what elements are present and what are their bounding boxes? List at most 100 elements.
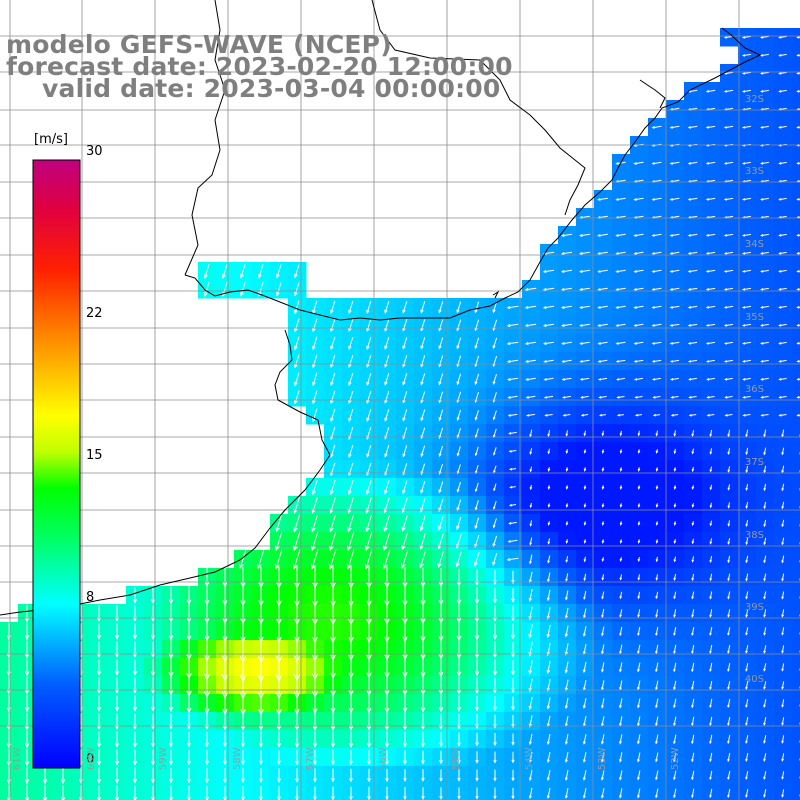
wind-arrow	[96, 623, 102, 640]
wind-arrow	[705, 161, 716, 165]
wind-arrow	[474, 319, 480, 332]
wind-arrow	[745, 734, 749, 745]
wind-arrow	[619, 644, 623, 655]
wind-speed-cell	[792, 82, 800, 101]
wind-arrow	[763, 627, 767, 636]
wind-arrow	[438, 337, 444, 350]
wind-arrow	[760, 269, 769, 273]
wind-arrow	[402, 445, 408, 458]
wind-arrow	[96, 767, 102, 784]
wind-arrow	[781, 519, 785, 528]
wind-arrow	[687, 359, 698, 363]
wind-arrow	[781, 681, 785, 690]
wind-arrow	[560, 269, 573, 273]
wind-arrow	[223, 731, 227, 748]
wind-arrow	[709, 555, 713, 564]
latitude-label: 38S	[744, 530, 764, 541]
wind-arrow	[619, 680, 623, 691]
wind-arrow	[492, 301, 498, 314]
wind-arrow	[760, 341, 769, 345]
wind-arrow	[637, 609, 641, 618]
wind-arrow	[778, 71, 787, 75]
longitude-label: 53W	[597, 747, 608, 770]
wind-arrow	[669, 233, 680, 237]
wind-arrow	[670, 377, 679, 381]
wind-arrow	[760, 233, 769, 237]
wind-arrow	[651, 251, 662, 255]
wind-arrow	[687, 341, 698, 345]
wind-arrow	[510, 659, 516, 676]
wind-arrow	[24, 694, 30, 713]
wind-arrow	[760, 413, 769, 417]
latitude-label: 32S	[744, 94, 764, 105]
wind-arrow	[619, 539, 623, 544]
wind-arrow	[367, 786, 371, 800]
wind-arrow	[312, 372, 318, 387]
wind-arrow	[741, 233, 751, 237]
wind-arrow	[421, 769, 425, 783]
wind-arrow	[276, 264, 282, 279]
wind-arrow	[239, 264, 246, 279]
wind-arrow	[615, 269, 626, 273]
wind-arrow	[637, 503, 641, 508]
wind-arrow	[637, 716, 641, 727]
wind-arrow	[561, 395, 571, 399]
wind-arrow	[114, 767, 120, 784]
wind-arrow	[727, 502, 731, 509]
wind-speed-cell	[792, 766, 800, 785]
wind-arrow	[240, 731, 246, 748]
wind-arrow	[561, 341, 572, 345]
wind-arrow	[511, 696, 515, 711]
wind-arrow	[438, 391, 444, 404]
wind-speed-cell	[792, 28, 800, 47]
wind-arrow	[132, 749, 138, 766]
wind-arrow	[705, 233, 716, 237]
wind-arrow	[24, 748, 30, 767]
wind-arrow	[385, 750, 389, 766]
wind-arrow	[132, 695, 138, 712]
wind-arrow	[528, 751, 533, 764]
wind-arrow	[691, 448, 695, 455]
wind-arrow	[619, 788, 623, 799]
wind-arrow	[542, 323, 555, 327]
wind-arrow	[637, 430, 641, 437]
wind-arrow	[597, 233, 608, 237]
wind-arrow	[651, 269, 662, 273]
wind-arrow	[741, 287, 751, 291]
wind-arrow	[582, 752, 587, 763]
wind-arrow	[601, 734, 605, 745]
wind-arrow	[601, 608, 605, 619]
wind-arrow	[583, 590, 587, 601]
wind-arrow	[597, 269, 608, 273]
wind-arrow	[655, 734, 659, 745]
wind-arrow	[691, 591, 695, 600]
wind-arrow	[615, 341, 626, 345]
wind-arrow	[778, 161, 787, 165]
wind-arrow	[511, 769, 515, 782]
wind-arrow	[275, 531, 283, 552]
wind-arrow	[293, 531, 301, 552]
wind-arrow	[348, 318, 354, 333]
wind-arrow	[132, 731, 138, 748]
longitude-label: 55W	[451, 747, 462, 770]
wind-arrow	[295, 768, 299, 783]
wind-arrow	[709, 626, 713, 637]
wind-arrow	[492, 587, 498, 604]
wind-arrow	[745, 752, 749, 763]
wind-arrow	[473, 552, 480, 567]
wind-arrow	[637, 788, 641, 799]
wind-arrow	[168, 767, 174, 784]
wind-arrow	[330, 390, 336, 405]
wind-speed-cell	[792, 478, 800, 497]
wind-arrow	[778, 323, 787, 327]
wind-arrow	[601, 503, 605, 508]
wind-arrow	[348, 300, 354, 315]
wind-arrow	[727, 591, 731, 600]
wind-arrow	[763, 717, 767, 726]
wind-arrow	[619, 626, 623, 637]
wind-arrow	[349, 768, 353, 783]
wind-arrow	[760, 395, 769, 399]
wind-arrow	[506, 359, 519, 363]
wind-arrow	[455, 551, 462, 568]
wind-arrow	[528, 589, 533, 603]
